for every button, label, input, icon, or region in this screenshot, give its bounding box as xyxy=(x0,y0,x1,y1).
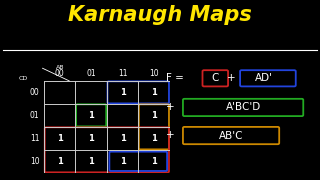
Text: 01: 01 xyxy=(86,69,96,78)
Text: Karnaugh Maps: Karnaugh Maps xyxy=(68,5,252,25)
Text: F =: F = xyxy=(166,73,184,83)
Text: 1: 1 xyxy=(120,134,125,143)
Text: 00: 00 xyxy=(30,88,39,97)
Text: 1: 1 xyxy=(88,111,94,120)
Text: 1: 1 xyxy=(57,134,63,143)
Text: CD: CD xyxy=(19,76,28,81)
Text: +: + xyxy=(227,73,236,83)
Text: 1: 1 xyxy=(151,111,157,120)
Text: 11: 11 xyxy=(30,134,39,143)
Text: 1: 1 xyxy=(88,134,94,143)
Text: 01: 01 xyxy=(30,111,39,120)
Text: 10: 10 xyxy=(149,69,159,78)
Text: 11: 11 xyxy=(118,69,127,78)
Text: 1: 1 xyxy=(151,134,157,143)
Text: 1: 1 xyxy=(120,88,125,97)
Text: A'BC'D: A'BC'D xyxy=(226,102,261,112)
Text: 1: 1 xyxy=(120,157,125,166)
Text: +: + xyxy=(166,102,175,112)
Text: 1: 1 xyxy=(88,157,94,166)
Text: 1: 1 xyxy=(151,157,157,166)
Text: AD': AD' xyxy=(255,73,273,83)
Text: 1: 1 xyxy=(57,157,63,166)
Text: 00: 00 xyxy=(55,69,65,78)
Text: C: C xyxy=(212,73,219,83)
Text: 1: 1 xyxy=(151,88,157,97)
Text: AB'C: AB'C xyxy=(219,130,243,141)
Text: +: + xyxy=(166,130,175,140)
Text: AB: AB xyxy=(56,65,64,70)
Text: 10: 10 xyxy=(30,157,39,166)
